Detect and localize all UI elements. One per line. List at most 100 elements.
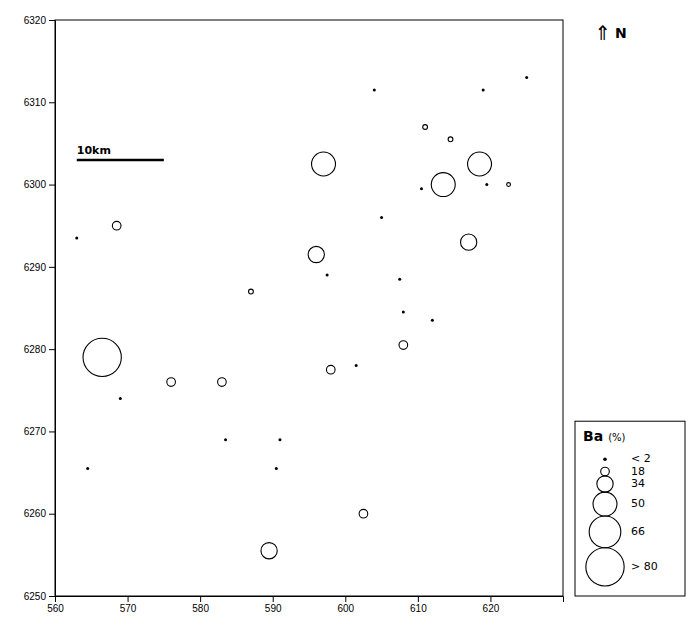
tick: 580 <box>192 596 209 614</box>
tick-label: 6280 <box>24 344 47 355</box>
tick: 6250 <box>24 591 55 602</box>
tick-mark <box>49 596 55 597</box>
axis-line <box>49 21 56 597</box>
legend-symbol <box>593 492 617 516</box>
tick-mark <box>49 102 55 103</box>
tick: 6320 <box>24 15 55 26</box>
tick-label: 6290 <box>24 262 47 273</box>
marks <box>75 76 528 559</box>
tick: 6280 <box>24 344 55 355</box>
tick-label: 6260 <box>24 508 47 519</box>
tick-label: 610 <box>410 603 427 614</box>
point-dot <box>485 183 488 186</box>
tick-label: 560 <box>47 603 64 614</box>
bubble <box>448 137 453 142</box>
tick-mark <box>418 596 419 602</box>
legend-title: Ba <box>583 428 603 444</box>
point-dot <box>278 438 281 441</box>
tick: 600 <box>337 596 354 614</box>
legend-label: < 2 <box>631 452 651 465</box>
legend-label: 50 <box>631 497 645 510</box>
tick-label: 6250 <box>24 591 47 602</box>
bubble <box>326 365 335 374</box>
legend-box <box>575 421 685 596</box>
x-axis: 560 570 580 590 600 610 620 <box>47 596 563 614</box>
bubble <box>423 125 428 130</box>
bubble <box>468 152 492 176</box>
point-dot <box>525 76 528 79</box>
tick-mark <box>128 596 129 602</box>
tick-mark <box>345 596 346 602</box>
tick-label: 590 <box>265 603 282 614</box>
tick-mark <box>49 20 55 21</box>
axis-line <box>56 597 564 603</box>
bubble <box>167 378 176 387</box>
legend-label: 34 <box>631 477 645 490</box>
tick-mark <box>200 596 201 602</box>
point-dot <box>326 274 329 277</box>
tick: 610 <box>410 596 427 614</box>
bubble <box>431 173 455 197</box>
tick-mark <box>49 185 55 186</box>
legend-symbol <box>589 516 621 548</box>
legend-symbol <box>586 548 624 586</box>
point-dot <box>420 187 423 190</box>
tick-label: 600 <box>337 603 354 614</box>
tick-mark <box>49 431 55 432</box>
point-dot <box>380 216 383 219</box>
bubble <box>507 183 511 187</box>
bubble <box>399 341 408 350</box>
point-dot <box>86 467 89 470</box>
bubble <box>312 152 336 176</box>
tick: 6290 <box>24 262 55 273</box>
point-dot <box>275 467 278 470</box>
tick: 620 <box>483 596 500 614</box>
tick: 570 <box>120 596 137 614</box>
bubble <box>112 221 121 230</box>
tick-label: 6300 <box>24 179 47 190</box>
scale-bar <box>77 159 164 162</box>
legend-unit: (%) <box>608 432 625 443</box>
point-dot <box>75 237 78 240</box>
bubble <box>308 246 324 262</box>
legend-label: > 80 <box>631 560 658 573</box>
point-dot <box>373 88 376 91</box>
tick-label: 6310 <box>24 97 47 108</box>
legend-dot <box>603 457 607 461</box>
tick-label: 6320 <box>24 15 47 26</box>
y-axis: 6250 6260 6270 6280 6290 6300 6310 6320 <box>24 15 56 602</box>
tick: 6270 <box>24 426 55 437</box>
bubble <box>83 338 121 376</box>
scale-bar-label: 10km <box>77 144 111 157</box>
point-dot <box>482 88 485 91</box>
tick-label: 620 <box>483 603 500 614</box>
point-dot <box>431 319 434 322</box>
bubble <box>218 378 227 387</box>
point-dot <box>398 278 401 281</box>
tick: 6300 <box>24 179 55 190</box>
tick-mark <box>49 267 55 268</box>
bubble <box>461 234 477 250</box>
point-dot <box>119 397 122 400</box>
tick: 6260 <box>24 508 55 519</box>
tick: 6310 <box>24 97 55 108</box>
legend-symbol <box>597 476 613 492</box>
bubble <box>261 543 277 559</box>
plot: 560 570 580 590 600 610 620 6250 6260 6270 6280 629… <box>24 15 685 614</box>
legend-symbol <box>601 467 610 476</box>
tick-mark <box>49 349 55 350</box>
point-dot <box>402 311 405 314</box>
bubble <box>359 509 368 518</box>
plot-frame <box>55 20 563 596</box>
tick-label: 6270 <box>24 426 47 437</box>
tick: 560 <box>47 596 64 614</box>
point-dot <box>224 438 227 441</box>
tick-label: 580 <box>192 603 209 614</box>
point-dot <box>355 364 358 367</box>
tick-mark <box>273 596 274 602</box>
legend-label: 18 <box>631 465 645 478</box>
tick-mark <box>49 514 55 515</box>
tick-label: 570 <box>120 603 137 614</box>
bubble <box>249 289 254 294</box>
north-arrow: ⇑ <box>595 21 612 45</box>
